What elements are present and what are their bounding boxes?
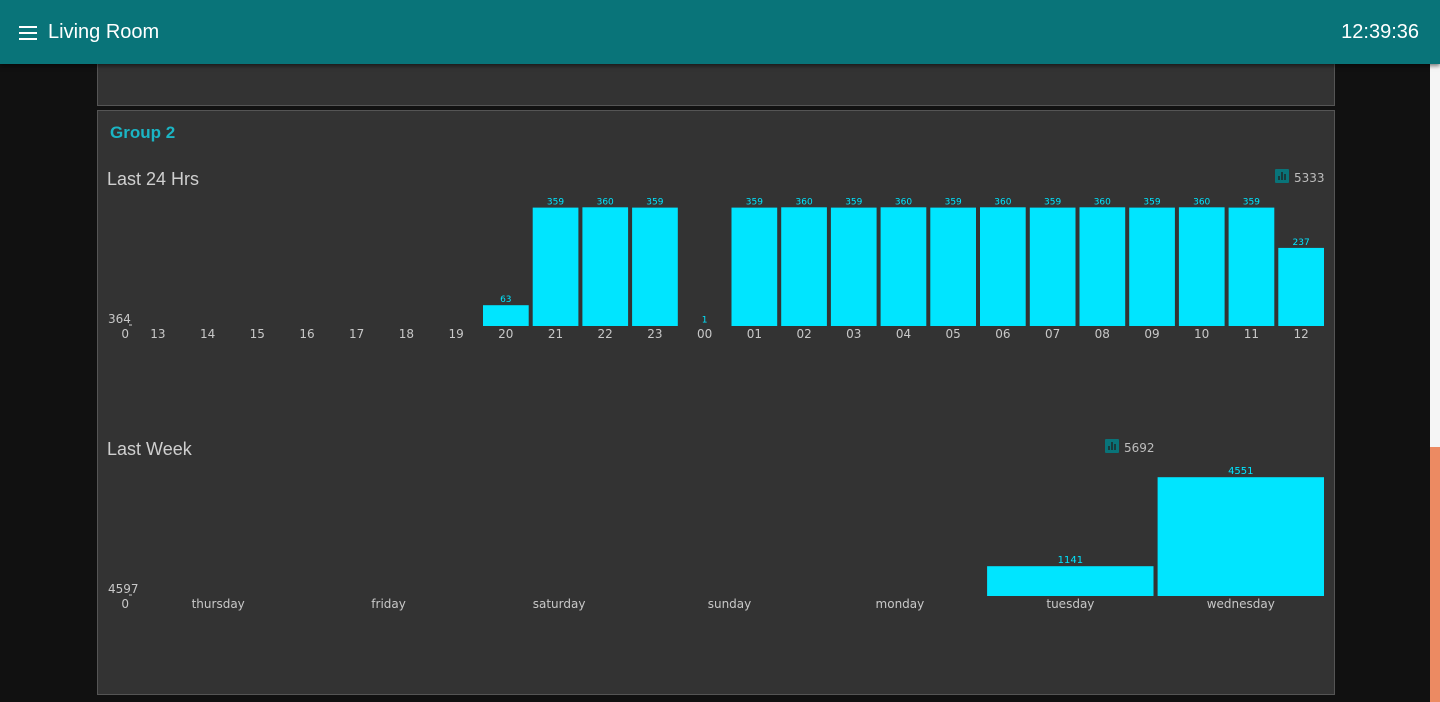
- chart-total-week: 5692: [1124, 441, 1155, 455]
- bar-02[interactable]: [781, 207, 827, 326]
- bar-10[interactable]: [1178, 207, 1225, 326]
- data-label-04: 360: [895, 197, 912, 207]
- bar-22[interactable]: [582, 207, 629, 326]
- bar-05[interactable]: [930, 207, 976, 326]
- data-label-20: 63: [500, 295, 511, 305]
- x-tick-label-saturday: saturday: [533, 597, 586, 611]
- x-tick-label-06: 06: [995, 327, 1010, 341]
- clock: 12:39:36: [1341, 21, 1419, 43]
- data-label-02: 360: [796, 197, 813, 207]
- bar-chart-icon: [1105, 439, 1119, 453]
- chart-title-week: Last Week: [107, 439, 192, 459]
- bar-01[interactable]: [731, 207, 778, 326]
- bar-11[interactable]: [1228, 207, 1275, 326]
- x-tick-label-monday: monday: [876, 597, 925, 611]
- bar-06[interactable]: [980, 207, 1026, 326]
- chart-widget-week: Last Week 5692 4597 0 thursday friday saturd…: [98, 411, 1334, 671]
- y-axis-max-label: 364: [108, 312, 131, 326]
- menu-icon[interactable]: [19, 26, 37, 40]
- chart-total-24h: 5333: [1294, 171, 1325, 185]
- x-tick-label-tuesday: tuesday: [1046, 597, 1094, 611]
- x-tick-label-friday: friday: [371, 597, 406, 611]
- x-tick-label-01: 01: [747, 327, 762, 341]
- app-toolbar: Living Room 12:39:36: [0, 0, 1440, 64]
- x-tick-label-03: 03: [846, 327, 861, 341]
- bar-07[interactable]: [1029, 207, 1076, 326]
- x-tick-label-13: 13: [150, 327, 165, 341]
- x-tick-label-23: 23: [647, 327, 662, 341]
- data-label-12: 237: [1293, 238, 1310, 248]
- x-tick-label-22: 22: [598, 327, 613, 341]
- x-tick-label-19: 19: [448, 327, 463, 341]
- bar-wednesday[interactable]: [1157, 477, 1324, 596]
- group-card: Group 2 Last 24 Hrs 5333 364 0 13 14 15 16 17 1…: [97, 110, 1335, 695]
- x-tick-label-07: 07: [1045, 327, 1060, 341]
- bar-tuesday[interactable]: [987, 566, 1154, 596]
- bar-03[interactable]: [830, 207, 877, 326]
- x-tick-label-15: 15: [250, 327, 265, 341]
- chart-widget-24h: Last 24 Hrs 5333 364 0 13 14 15 16 17 18 19 63 20 3…: [98, 111, 1334, 411]
- bar-08[interactable]: [1079, 207, 1126, 326]
- x-tick-label-00: 00: [697, 327, 712, 341]
- y-axis-max-label: 4597: [108, 582, 139, 596]
- data-label-05: 359: [945, 198, 962, 208]
- data-label-06: 360: [994, 197, 1011, 207]
- x-tick-label-09: 09: [1144, 327, 1159, 341]
- bar-23[interactable]: [632, 207, 678, 326]
- data-label-03: 359: [845, 198, 862, 208]
- x-tick-label-11: 11: [1244, 327, 1259, 341]
- bar-21[interactable]: [532, 207, 579, 326]
- data-label-11: 359: [1243, 198, 1260, 208]
- data-label-01: 359: [746, 198, 763, 208]
- x-tick-label-02: 02: [796, 327, 811, 341]
- x-tick-label-thursday: thursday: [192, 597, 245, 611]
- scrollbar-track[interactable]: [1430, 64, 1440, 702]
- x-tick-label-21: 21: [548, 327, 563, 341]
- data-label-wednesday: 4551: [1228, 466, 1253, 477]
- y-axis-min-label: 0: [121, 597, 129, 611]
- x-tick-label-05: 05: [946, 327, 961, 341]
- x-tick-label-12: 12: [1293, 327, 1308, 341]
- x-tick-label-wednesday: wednesday: [1207, 597, 1275, 611]
- bar-09[interactable]: [1129, 207, 1175, 326]
- x-tick-label-08: 08: [1095, 327, 1110, 341]
- x-tick-label-04: 04: [896, 327, 911, 341]
- chart-title-24h: Last 24 Hrs: [107, 169, 200, 189]
- x-tick-label-18: 18: [399, 327, 414, 341]
- data-label-09: 359: [1143, 198, 1160, 208]
- bar-12[interactable]: [1278, 247, 1324, 326]
- bar-04[interactable]: [880, 207, 927, 326]
- bar-20[interactable]: [483, 305, 529, 326]
- data-label-tuesday: 1141: [1058, 555, 1083, 566]
- x-tick-label-20: 20: [498, 327, 513, 341]
- data-label-10: 360: [1193, 197, 1210, 207]
- x-tick-label-14: 14: [200, 327, 215, 341]
- data-label-23: 359: [646, 198, 663, 208]
- group-title: Group 2: [110, 123, 176, 142]
- bar-chart-icon: [1275, 169, 1289, 183]
- y-axis-min-label: 0: [121, 327, 129, 341]
- x-tick-label-16: 16: [299, 327, 314, 341]
- page-title: Living Room: [48, 21, 160, 43]
- scrollbar-thumb[interactable]: [1430, 447, 1440, 702]
- data-label-00: 1: [702, 316, 708, 326]
- data-label-22: 360: [597, 197, 614, 207]
- data-label-08: 360: [1094, 197, 1111, 207]
- x-tick-label-17: 17: [349, 327, 364, 341]
- x-tick-label-10: 10: [1194, 327, 1209, 341]
- x-tick-label-sunday: sunday: [708, 597, 752, 611]
- data-label-07: 359: [1044, 198, 1061, 208]
- data-label-21: 359: [547, 198, 564, 208]
